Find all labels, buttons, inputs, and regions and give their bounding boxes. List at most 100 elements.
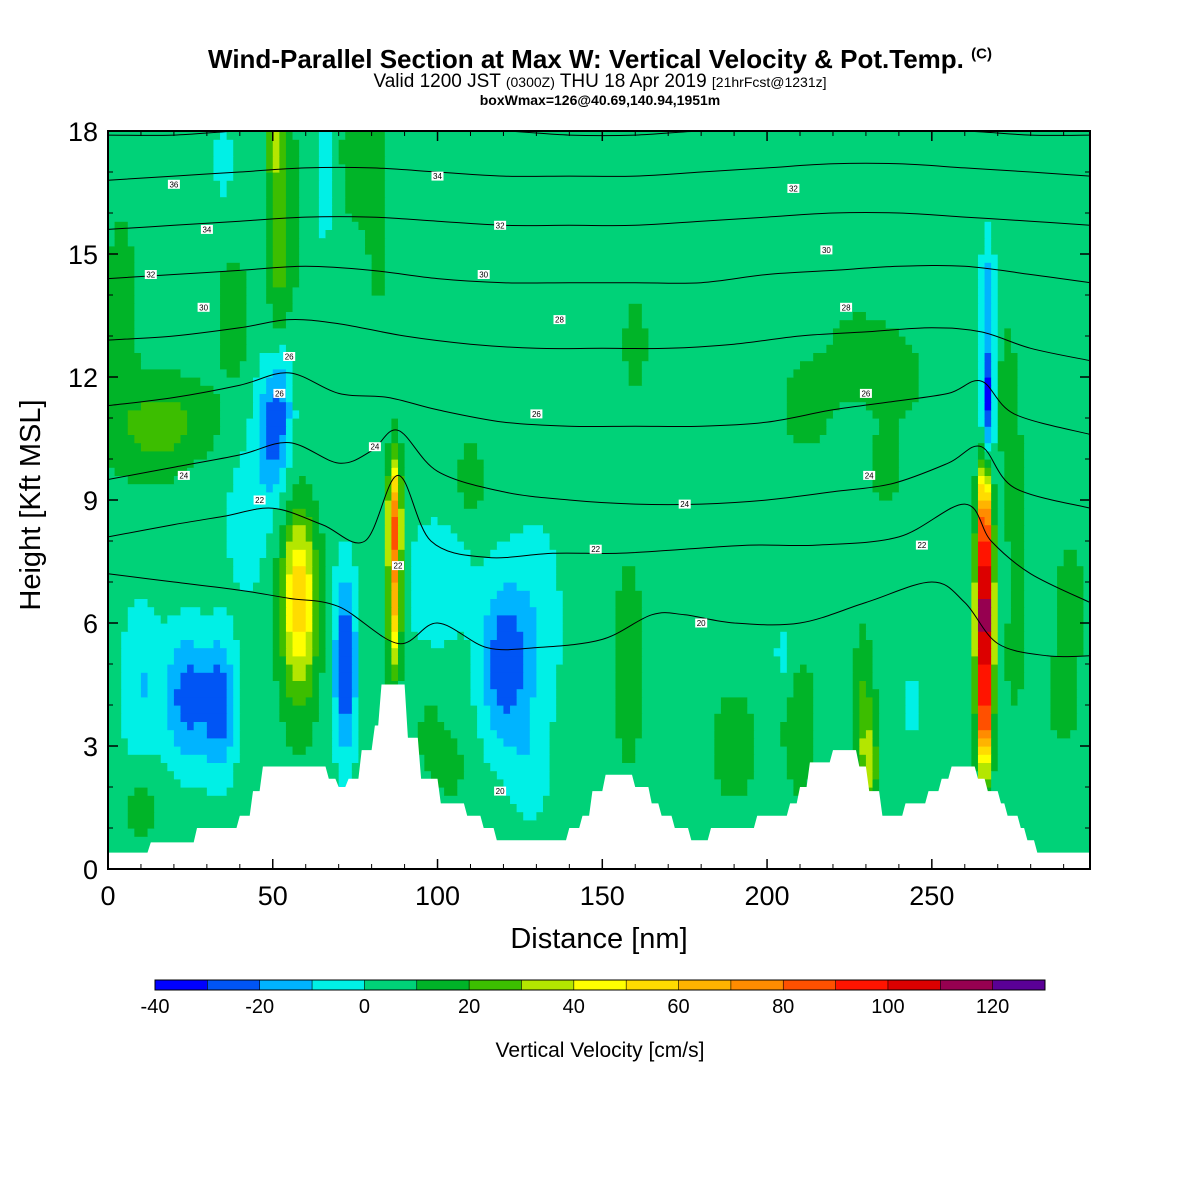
velocity-cell (292, 352, 623, 362)
velocity-cell (556, 664, 617, 673)
velocity-cell (233, 696, 241, 706)
velocity-cell (318, 647, 327, 657)
velocity-cell (200, 606, 215, 616)
velocity-cell (167, 696, 175, 706)
velocity-cell (114, 229, 129, 239)
velocity-cell (338, 647, 353, 657)
velocity-cell (773, 647, 788, 657)
velocity-cell (977, 401, 986, 411)
theta-label-box (392, 561, 404, 571)
velocity-cell (556, 705, 617, 714)
velocity-cell (272, 655, 287, 665)
velocity-cell (173, 442, 215, 452)
theta-label-box (283, 352, 296, 361)
velocity-cell (391, 524, 399, 534)
velocity-cell (384, 221, 986, 230)
velocity-cell (430, 516, 439, 526)
velocity-cell (991, 614, 999, 624)
velocity-cell (285, 426, 294, 435)
velocity-cell (332, 705, 340, 714)
theta-label-text: 28 (555, 316, 564, 325)
velocity-cell (971, 532, 979, 542)
velocity-cell (971, 483, 979, 493)
velocity-cell (977, 368, 986, 378)
velocity-cell (285, 204, 300, 214)
velocity-cell (233, 721, 241, 731)
velocity-cell (279, 434, 287, 444)
velocity-cell (266, 180, 274, 189)
velocity-cell (325, 664, 333, 673)
velocity-cell (991, 598, 999, 608)
velocity-cell (991, 327, 999, 337)
velocity-cell (477, 500, 972, 509)
velocity-cell (384, 524, 392, 534)
velocity-cell (872, 696, 880, 706)
velocity-cell (872, 729, 880, 739)
velocity-cell (351, 549, 386, 558)
velocity-cell (391, 623, 399, 632)
velocity-cell (971, 606, 979, 616)
velocity-cell (345, 204, 386, 214)
velocity-cell (279, 623, 287, 632)
velocity-cell (299, 229, 320, 239)
velocity-cell (997, 483, 1005, 493)
velocity-cell (272, 598, 280, 608)
velocity-cell (615, 721, 643, 731)
velocity-cell (108, 598, 135, 608)
velocity-cell (259, 426, 267, 435)
velocity-cell (991, 418, 999, 427)
velocity-cell (351, 696, 360, 706)
velocity-cell (1017, 409, 1090, 419)
velocity-cell (1057, 598, 1085, 608)
velocity-cell (312, 549, 320, 558)
velocity-cell (397, 614, 406, 624)
velocity-cell (108, 500, 228, 509)
velocity-cell (213, 664, 221, 673)
velocity-cell (1024, 672, 1052, 681)
velocity-cell (391, 655, 399, 665)
velocity-cell (872, 721, 880, 731)
velocity-cell (1017, 418, 1090, 427)
velocity-cell (285, 188, 300, 198)
box-info: boxWmax=126@40.69,140.94,1951m (479, 92, 721, 108)
velocity-cell (977, 311, 986, 321)
velocity-cell (991, 393, 999, 403)
velocity-cell (332, 606, 340, 616)
velocity-cell (384, 614, 392, 624)
velocity-cell (292, 409, 300, 419)
colorbar-label: 60 (667, 996, 689, 1018)
velocity-cell (305, 598, 313, 608)
velocity-cell (912, 344, 979, 353)
velocity-cell (536, 688, 557, 698)
velocity-cell (641, 319, 841, 329)
velocity-cell (562, 623, 617, 632)
velocity-cell (1017, 352, 1090, 362)
velocity-cell (127, 819, 155, 829)
velocity-cell (523, 811, 537, 821)
velocity-cell (977, 582, 992, 591)
velocity-cell (971, 565, 979, 575)
velocity-cell (984, 360, 992, 370)
velocity-cell (991, 491, 999, 501)
velocity-cell (173, 475, 234, 485)
velocity-cell (108, 352, 142, 362)
velocity-cell (266, 172, 274, 181)
velocity-cell (338, 664, 353, 673)
velocity-cell (1004, 352, 1019, 362)
velocity-cell (318, 549, 327, 558)
velocity-cell (470, 672, 485, 681)
velocity-cell (786, 696, 814, 706)
velocity-cell (997, 557, 1012, 567)
velocity-cell (167, 713, 182, 722)
theta-label: 24 (368, 442, 381, 452)
velocity-cell (371, 278, 386, 288)
velocity-cell (918, 360, 979, 370)
velocity-cell (496, 623, 518, 632)
velocity-cell (1076, 672, 1090, 681)
velocity-cell (971, 680, 979, 690)
velocity-cell (114, 221, 129, 230)
velocity-cell (108, 254, 135, 263)
velocity-cell (991, 639, 999, 649)
velocity-cell (397, 532, 406, 542)
velocity-cell (977, 491, 992, 501)
